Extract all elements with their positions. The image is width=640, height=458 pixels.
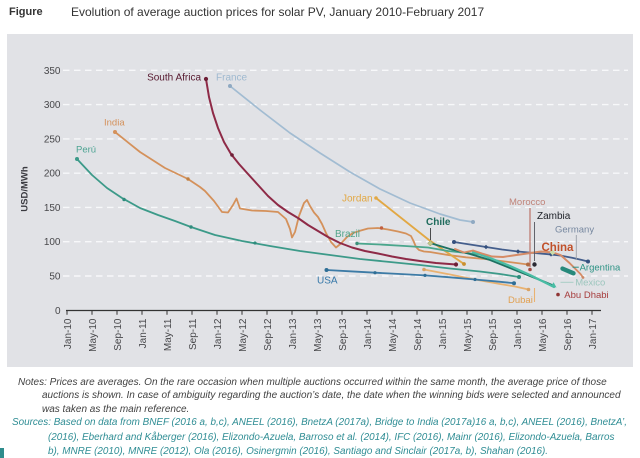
svg-text:China: China <box>542 242 575 254</box>
svg-text:Sep-15: Sep-15 <box>488 318 499 351</box>
svg-text:Germany: Germany <box>555 225 594 236</box>
svg-text:Jan-12: Jan-12 <box>213 318 224 349</box>
svg-text:USA: USA <box>317 276 338 287</box>
svg-text:Dubai: Dubai <box>508 295 533 306</box>
svg-text:150: 150 <box>44 203 61 214</box>
svg-text:South Africa: South Africa <box>147 73 201 84</box>
svg-text:Jan-14: Jan-14 <box>363 318 374 349</box>
svg-text:Sep-14: Sep-14 <box>413 318 424 351</box>
svg-text:Sep-10: Sep-10 <box>113 318 124 351</box>
svg-text:300: 300 <box>44 100 61 111</box>
svg-text:May-16: May-16 <box>538 318 549 352</box>
svg-text:Brazil: Brazil <box>335 229 360 240</box>
svg-text:May-15: May-15 <box>463 318 474 352</box>
svg-text:Zambia: Zambia <box>537 211 571 222</box>
svg-text:France: France <box>216 73 248 84</box>
svg-text:May-13: May-13 <box>313 318 324 352</box>
svg-text:May-12: May-12 <box>238 318 249 352</box>
svg-text:Argentina: Argentina <box>580 262 621 273</box>
svg-text:Sep-11: Sep-11 <box>188 318 199 350</box>
svg-text:Sep-12: Sep-12 <box>263 318 274 351</box>
svg-text:Abu Dhabi: Abu Dhabi <box>564 290 608 301</box>
svg-text:Jan-15: Jan-15 <box>438 318 449 349</box>
svg-text:May-14: May-14 <box>388 318 399 352</box>
svg-text:May-11: May-11 <box>163 318 174 351</box>
svg-text:0: 0 <box>55 306 61 317</box>
svg-text:Perú: Perú <box>76 145 96 156</box>
svg-text:100: 100 <box>44 237 61 248</box>
svg-text:Sep-13: Sep-13 <box>338 318 349 351</box>
svg-text:Mexico: Mexico <box>575 278 605 289</box>
svg-text:Sep-16: Sep-16 <box>563 318 574 351</box>
svg-text:Chile: Chile <box>426 217 451 228</box>
svg-text:200: 200 <box>44 169 61 180</box>
svg-text:May-10: May-10 <box>88 318 99 352</box>
svg-text:USD/MWh: USD/MWh <box>20 166 31 212</box>
svg-text:350: 350 <box>44 66 61 77</box>
svg-text:Jan-17: Jan-17 <box>588 318 599 349</box>
svg-text:Jan-16: Jan-16 <box>513 318 524 349</box>
svg-text:Jan-13: Jan-13 <box>288 318 299 349</box>
svg-text:Morocco: Morocco <box>509 197 545 208</box>
svg-text:50: 50 <box>49 272 61 283</box>
svg-text:Jan-10: Jan-10 <box>63 318 74 349</box>
svg-text:India: India <box>104 118 125 129</box>
svg-text:250: 250 <box>44 134 61 145</box>
svg-text:Jordan: Jordan <box>342 194 373 205</box>
svg-text:Jan-11: Jan-11 <box>138 318 149 348</box>
